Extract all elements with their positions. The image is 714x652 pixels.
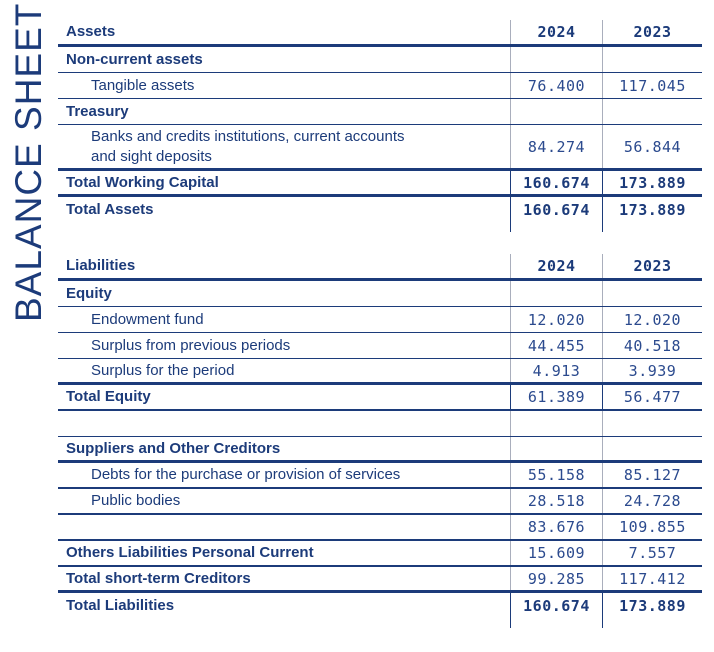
stub-line-2023 bbox=[602, 619, 702, 628]
cell-2023: 3.939 bbox=[602, 359, 702, 382]
column-line-stub bbox=[58, 619, 702, 628]
cell-2024: 76.400 bbox=[510, 73, 602, 98]
cell-2024: 83.676 bbox=[510, 515, 602, 539]
table-row: 83.676 109.855 bbox=[58, 515, 702, 541]
cell-2024 bbox=[510, 99, 602, 124]
column-header-2024: 2024 bbox=[510, 254, 602, 278]
cell-2024: 99.285 bbox=[510, 567, 602, 590]
table-row: Debts for the purchase or provision of s… bbox=[58, 463, 702, 489]
table-row: Suppliers and Other Creditors bbox=[58, 437, 702, 463]
row-label: Tangible assets bbox=[91, 76, 195, 94]
cell-2023: 24.728 bbox=[602, 489, 702, 513]
cell-2024: 4.913 bbox=[510, 359, 602, 382]
row-label: Total short-term Creditors bbox=[66, 569, 251, 587]
table-row bbox=[58, 411, 702, 437]
assets-header-row: Assets 2024 2023 bbox=[58, 20, 702, 47]
liabilities-header-row: Liabilities 2024 2023 bbox=[58, 254, 702, 281]
table-row: Total Assets 160.674 173.889 bbox=[58, 197, 702, 223]
tables-container: Assets 2024 2023 Non-current assets Tangible… bbox=[58, 20, 702, 628]
table-row: Public bodies 28.518 24.728 bbox=[58, 489, 702, 515]
row-label: Total Equity bbox=[66, 388, 151, 406]
cell-2023: 109.855 bbox=[602, 515, 702, 539]
cell-2024: 160.674 bbox=[510, 593, 602, 619]
cell-2024: 15.609 bbox=[510, 541, 602, 565]
table-row: Total Equity 61.389 56.477 bbox=[58, 385, 702, 411]
row-label: Endowment fund bbox=[91, 310, 204, 328]
row-label: Equity bbox=[66, 284, 112, 302]
row-label bbox=[58, 411, 510, 436]
cell-2023: 7.557 bbox=[602, 541, 702, 565]
row-label: Total Working Capital bbox=[66, 173, 219, 191]
table-row: Total short-term Creditors 99.285 117.412 bbox=[58, 567, 702, 593]
cell-2023: 56.477 bbox=[602, 385, 702, 409]
cell-2023: 173.889 bbox=[602, 171, 702, 194]
row-label: Suppliers and Other Creditors bbox=[66, 439, 281, 457]
cell-2024 bbox=[510, 437, 602, 460]
row-label: Total Liabilities bbox=[66, 597, 175, 615]
row-label: Public bodies bbox=[91, 492, 181, 510]
cell-2024: 12.020 bbox=[510, 307, 602, 332]
section-header-label: Liabilities bbox=[66, 257, 136, 275]
cell-2023 bbox=[602, 437, 702, 460]
cell-2024: 28.518 bbox=[510, 489, 602, 513]
row-label: Others Liabilities Personal Current bbox=[66, 544, 314, 562]
row-label: Treasury bbox=[66, 102, 129, 120]
cell-2023: 56.844 bbox=[602, 125, 702, 168]
table-row: Banks and credits institutions, current … bbox=[58, 125, 702, 171]
cell-2024: 160.674 bbox=[510, 197, 602, 223]
row-label: Total Assets bbox=[66, 201, 154, 219]
stub-line-2023 bbox=[602, 223, 702, 232]
column-line-stub bbox=[58, 223, 702, 232]
section-header-label: Assets bbox=[66, 23, 116, 41]
cell-2023: 40.518 bbox=[602, 333, 702, 358]
table-row: Others Liabilities Personal Current 15.60… bbox=[58, 541, 702, 567]
cell-2024 bbox=[510, 47, 602, 72]
table-row: Surplus for the period 4.913 3.939 bbox=[58, 359, 702, 385]
cell-2024: 61.389 bbox=[510, 385, 602, 409]
cell-2023 bbox=[602, 281, 702, 306]
stub-line-2024 bbox=[510, 619, 602, 628]
table-row: Tangible assets 76.400 117.045 bbox=[58, 73, 702, 99]
row-label bbox=[58, 515, 510, 539]
cell-2023: 12.020 bbox=[602, 307, 702, 332]
cell-2023: 173.889 bbox=[602, 197, 702, 223]
stub-line-2024 bbox=[510, 223, 602, 232]
table-row: Non-current assets bbox=[58, 47, 702, 73]
row-label: Surplus from previous periods bbox=[91, 336, 291, 354]
table-row: Endowment fund 12.020 12.020 bbox=[58, 307, 702, 333]
cell-2023 bbox=[602, 99, 702, 124]
row-label: Surplus for the period bbox=[91, 361, 235, 379]
stub-spacer bbox=[58, 223, 510, 232]
cell-2023 bbox=[602, 411, 702, 436]
stub-spacer bbox=[58, 619, 510, 628]
cell-2023: 117.045 bbox=[602, 73, 702, 98]
cell-2024: 160.674 bbox=[510, 171, 602, 194]
cell-2023: 173.889 bbox=[602, 593, 702, 619]
table-row: Treasury bbox=[58, 99, 702, 125]
liabilities-table: Liabilities 2024 2023 Equity Endowment fund 1… bbox=[58, 254, 702, 628]
table-row: Surplus from previous periods 44.455 40.51… bbox=[58, 333, 702, 359]
cell-2024: 84.274 bbox=[510, 125, 602, 168]
cell-2024 bbox=[510, 411, 602, 436]
row-label: Debts for the purchase or provision of s… bbox=[91, 466, 401, 484]
cell-2024 bbox=[510, 281, 602, 306]
cell-2023: 117.412 bbox=[602, 567, 702, 590]
table-row: Equity bbox=[58, 281, 702, 307]
cell-2023 bbox=[602, 47, 702, 72]
cell-2024: 44.455 bbox=[510, 333, 602, 358]
column-header-2023: 2023 bbox=[602, 20, 702, 44]
row-label: Banks and credits institutions, current … bbox=[91, 128, 405, 165]
assets-table: Assets 2024 2023 Non-current assets Tangible… bbox=[58, 20, 702, 232]
row-label: Non-current assets bbox=[66, 50, 203, 68]
table-row: Total Liabilities 160.674 173.889 bbox=[58, 593, 702, 619]
table-row: Total Working Capital 160.674 173.889 bbox=[58, 171, 702, 197]
cell-2024: 55.158 bbox=[510, 463, 602, 487]
page-title: BALANCE SHEET bbox=[8, 2, 49, 322]
cell-2023: 85.127 bbox=[602, 463, 702, 487]
column-header-2024: 2024 bbox=[510, 20, 602, 44]
column-header-2023: 2023 bbox=[602, 254, 702, 278]
